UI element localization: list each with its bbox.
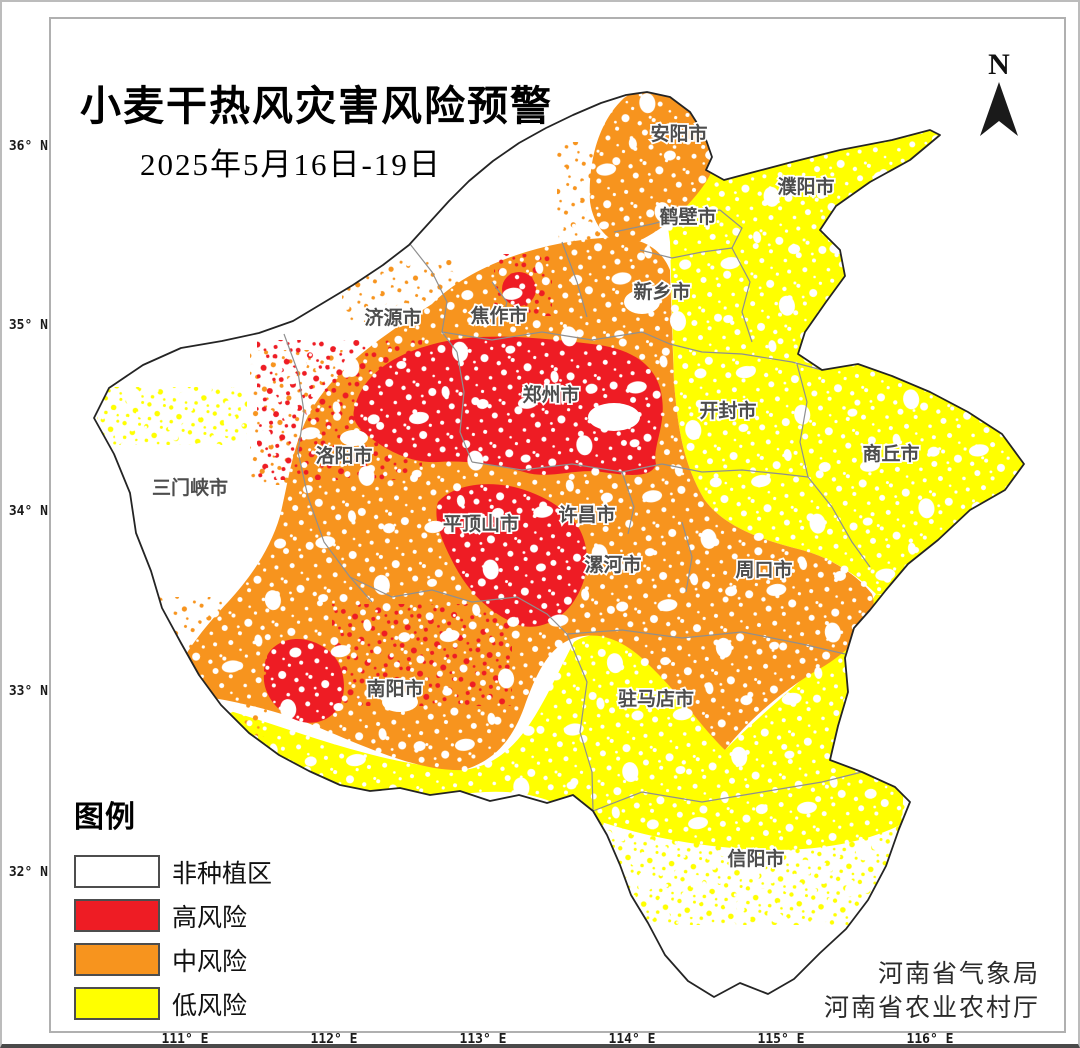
city-label: 许昌市 <box>558 503 615 526</box>
lon-tick-label: 111° E <box>161 1032 209 1047</box>
city-label: 南阳市 <box>366 677 423 700</box>
city-label: 济源市 <box>364 306 421 329</box>
legend-swatch-low-risk <box>74 987 160 1020</box>
city-label: 鹤壁市 <box>659 205 716 228</box>
legend-row: 高风险 <box>74 898 272 933</box>
city-label: 安阳市 <box>650 122 707 145</box>
urban-white-patch <box>382 692 418 712</box>
page-title: 小麦干热风灾害风险预警 <box>80 83 553 129</box>
city-label: 三门峡市 <box>152 476 228 499</box>
lat-tick-label: 35° N <box>8 318 48 333</box>
legend-row: 中风险 <box>74 942 272 977</box>
lat-tick-label: 32° N <box>8 865 48 880</box>
city-label: 焦作市 <box>469 304 527 327</box>
north-arrow: N <box>980 48 1018 136</box>
map-frame <box>49 17 1066 1033</box>
map-subtitle: 2025年5月16日-19日 <box>140 147 442 182</box>
lon-tick-label: 116° E <box>906 1032 954 1047</box>
credits: 河南省气象局 河南省农业农村厅 <box>824 958 1040 1026</box>
city-labels: 安阳市 濮阳市 鹤壁市 新乡市 济源市 焦作市 郑州市 开封市 商丘市 洛阳市 … <box>150 120 921 872</box>
urban-white-patch <box>340 430 368 446</box>
city-label: 驻马店市 <box>618 687 694 710</box>
city-label: 信阳市 <box>727 847 784 870</box>
city-label: 商丘市 <box>862 442 919 465</box>
urban-white-patch <box>588 403 640 431</box>
lon-tick-label: 114° E <box>608 1032 656 1047</box>
north-arrow-icon <box>980 82 1018 136</box>
legend: 图例 非种植区 高风险 中风险 低风险 <box>74 792 272 1030</box>
legend-label: 高风险 <box>172 903 248 932</box>
city-label: 开封市 <box>699 399 756 422</box>
city-label: 濮阳市 <box>777 175 834 198</box>
city-label: 周口市 <box>735 558 792 581</box>
legend-label: 低风险 <box>172 991 248 1020</box>
legend-swatch-non-planting <box>74 855 160 888</box>
city-label: 平顶山市 <box>443 512 519 535</box>
credits-line: 河南省农业农村厅 <box>823 995 1040 1022</box>
city-label: 洛阳市 <box>315 444 372 467</box>
lon-tick-label: 115° E <box>757 1032 805 1047</box>
lon-tick-label: 113° E <box>459 1032 507 1047</box>
city-label: 新乡市 <box>633 280 690 303</box>
lon-tick-label: 112° E <box>310 1032 358 1047</box>
urban-white-patch <box>624 290 660 314</box>
province-outline <box>93 91 1025 998</box>
lat-tick-label: 34° N <box>8 504 48 519</box>
legend-title: 图例 <box>74 801 136 834</box>
legend-row: 非种植区 <box>74 854 272 889</box>
legend-label: 非种植区 <box>172 859 273 888</box>
city-label: 郑州市 <box>522 383 579 406</box>
legend-label: 中风险 <box>172 947 248 976</box>
city-boundaries <box>283 209 871 812</box>
legend-swatch-mid-risk <box>74 943 160 976</box>
lat-tick-label: 36° N <box>8 139 48 154</box>
credits-line: 河南省气象局 <box>877 961 1040 988</box>
lat-tick-label: 33° N <box>8 684 48 699</box>
city-label: 漯河市 <box>584 553 641 576</box>
legend-swatch-high-risk <box>74 899 160 932</box>
legend-row: 低风险 <box>74 986 272 1021</box>
north-label: N <box>988 48 1010 81</box>
